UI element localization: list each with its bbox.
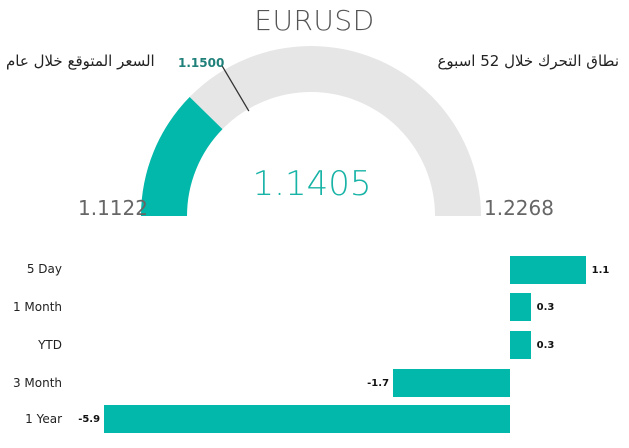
gauge — [141, 46, 481, 216]
bar-category-label: 1 Year — [25, 412, 62, 426]
returns-bar-chart: 5 Day 1 Month YTD 3 Month 1 Year 1.1 0.3… — [0, 250, 629, 448]
bar-category-label: 5 Day — [26, 262, 62, 276]
bar — [510, 293, 531, 321]
gauge-fill — [141, 96, 223, 216]
gauge-target-value: 1.1500 — [178, 56, 225, 70]
bar-category-label: 3 Month — [12, 376, 62, 390]
gauge-max-value: 1.2268 — [484, 196, 554, 220]
bar-category-label: 1 Month — [12, 300, 62, 314]
bar-value-label: -1.7 — [367, 378, 390, 389]
bar — [510, 256, 586, 284]
bar — [393, 369, 510, 397]
bar — [104, 405, 510, 433]
bar-value-label: -5.9 — [78, 414, 101, 425]
expected-price-label: السعر المتوقع خلال عام — [6, 52, 155, 70]
gauge-track — [141, 46, 481, 216]
bar-value-label: 1.1 — [591, 265, 610, 276]
gauge-min-value: 1.1122 — [78, 196, 148, 220]
bar-category-label: YTD — [38, 338, 62, 352]
gauge-current-value: 1.1405 — [252, 164, 372, 204]
page-title: EURUSD — [254, 4, 375, 37]
bar-value-label: 0.3 — [536, 340, 555, 351]
bar — [510, 331, 531, 359]
bar-value-label: 0.3 — [536, 302, 555, 313]
range-52-week-label: نطاق التحرك خلال 52 اسبوع — [437, 52, 619, 70]
gauge-target-marker — [221, 65, 250, 112]
